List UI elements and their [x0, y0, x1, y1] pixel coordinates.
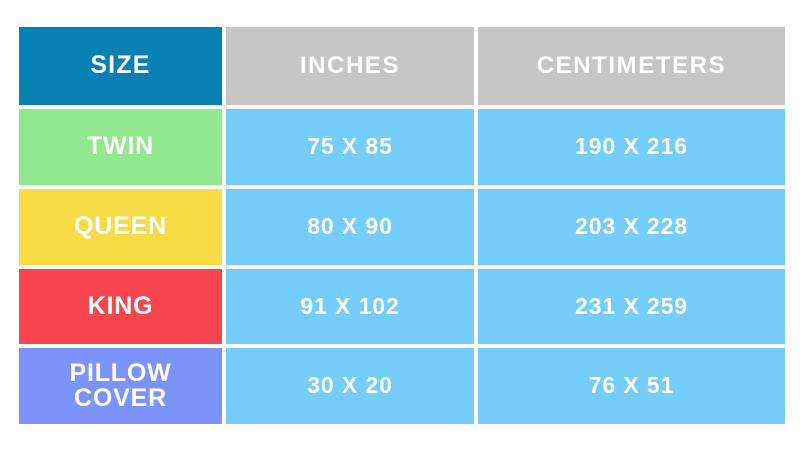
row-label-queen: QUEEN: [19, 188, 222, 265]
table-row-twin: TWIN 75 X 85 190 X 216: [19, 109, 785, 185]
cell-twin-inches: 75 X 85: [226, 109, 474, 185]
cell-queen-centimeters: 203 X 228: [478, 188, 785, 265]
header-cell-centimeters: CENTIMETERS: [478, 27, 785, 106]
table-row-king: KING 91 X 102 231 X 259: [19, 268, 785, 345]
cell-king-centimeters: 231 X 259: [478, 268, 785, 345]
cell-queen-inches: 80 X 90: [226, 188, 474, 265]
cell-twin-centimeters: 190 X 216: [478, 109, 785, 185]
size-chart-table: SIZE INCHES CENTIMETERS TWIN 75 X 85 190…: [19, 27, 785, 425]
table-row-pillow-cover: PILLOW COVER 30 X 20 76 X 51: [19, 348, 785, 425]
header-cell-inches: INCHES: [226, 27, 474, 106]
cell-king-inches: 91 X 102: [226, 268, 474, 345]
table-row-queen: QUEEN 80 X 90 203 X 228: [19, 188, 785, 265]
cell-pillow-cover-centimeters: 76 X 51: [478, 348, 785, 425]
row-label-pillow-cover: PILLOW COVER: [19, 348, 222, 425]
table-header-row: SIZE INCHES CENTIMETERS: [19, 27, 785, 106]
cell-pillow-cover-inches: 30 X 20: [226, 348, 474, 425]
row-label-twin: TWIN: [19, 109, 222, 185]
row-label-king: KING: [19, 268, 222, 345]
header-cell-size: SIZE: [19, 27, 222, 106]
